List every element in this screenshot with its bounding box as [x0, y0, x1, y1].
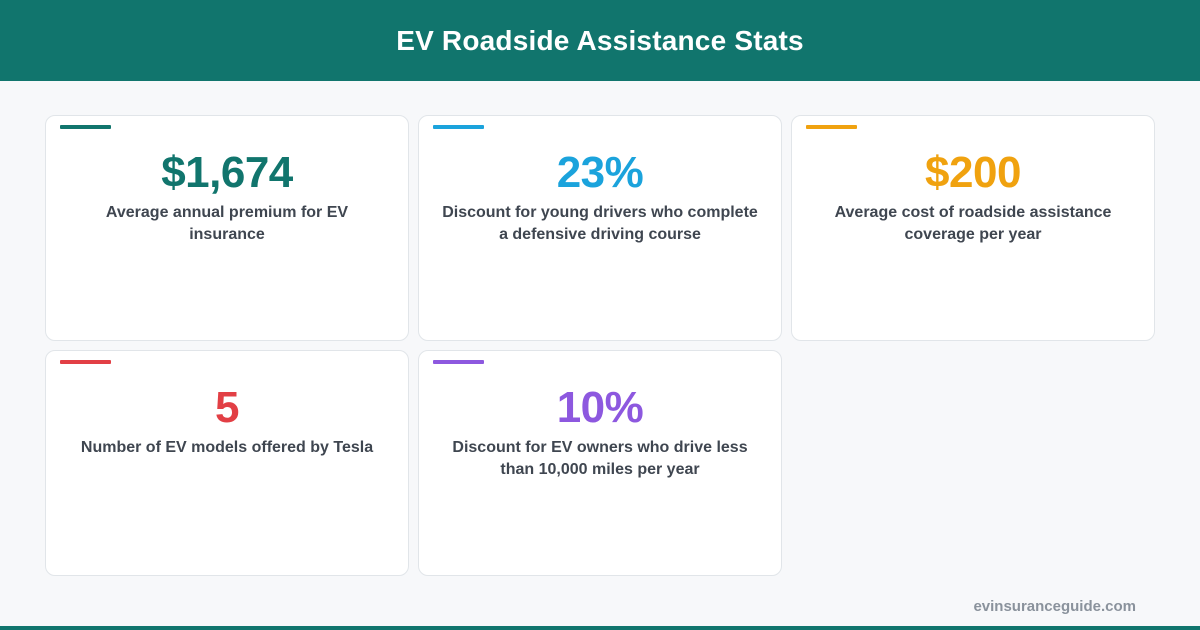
- stat-value: $200: [925, 148, 1021, 197]
- card-accent-bar: [60, 125, 111, 129]
- stats-grid: $1,674 Average annual premium for EV ins…: [45, 115, 1155, 576]
- card-accent-bar: [433, 125, 484, 129]
- header-bar: EV Roadside Assistance Stats: [0, 0, 1200, 81]
- card-accent-bar: [806, 125, 857, 129]
- stat-card: 23% Discount for young drivers who compl…: [418, 115, 782, 341]
- stat-value: 5: [215, 383, 239, 432]
- page-title: EV Roadside Assistance Stats: [396, 24, 804, 56]
- stat-card: 5 Number of EV models offered by Tesla: [45, 350, 409, 576]
- stat-label: Average annual premium for EV insurance: [105, 204, 349, 243]
- stat-value: 10%: [556, 383, 644, 432]
- stat-card: $200 Average cost of roadside assistance…: [791, 115, 1155, 341]
- stat-label: Discount for young drivers who complete …: [442, 204, 758, 243]
- stat-card: 10% Discount for EV owners who drive les…: [418, 350, 782, 576]
- stat-card: $1,674 Average annual premium for EV ins…: [45, 115, 409, 341]
- source-credit: evinsuranceguide.com: [973, 598, 1136, 615]
- stat-label: Average cost of roadside assistance cove…: [834, 204, 1112, 243]
- stat-value: $1,674: [161, 148, 293, 197]
- card-accent-bar: [60, 360, 111, 364]
- card-accent-bar: [433, 360, 484, 364]
- footer-bar: [0, 626, 1200, 630]
- stat-value: 23%: [556, 148, 644, 197]
- stat-label: Number of EV models offered by Tesla: [80, 439, 374, 456]
- stat-label: Discount for EV owners who drive less th…: [452, 439, 748, 478]
